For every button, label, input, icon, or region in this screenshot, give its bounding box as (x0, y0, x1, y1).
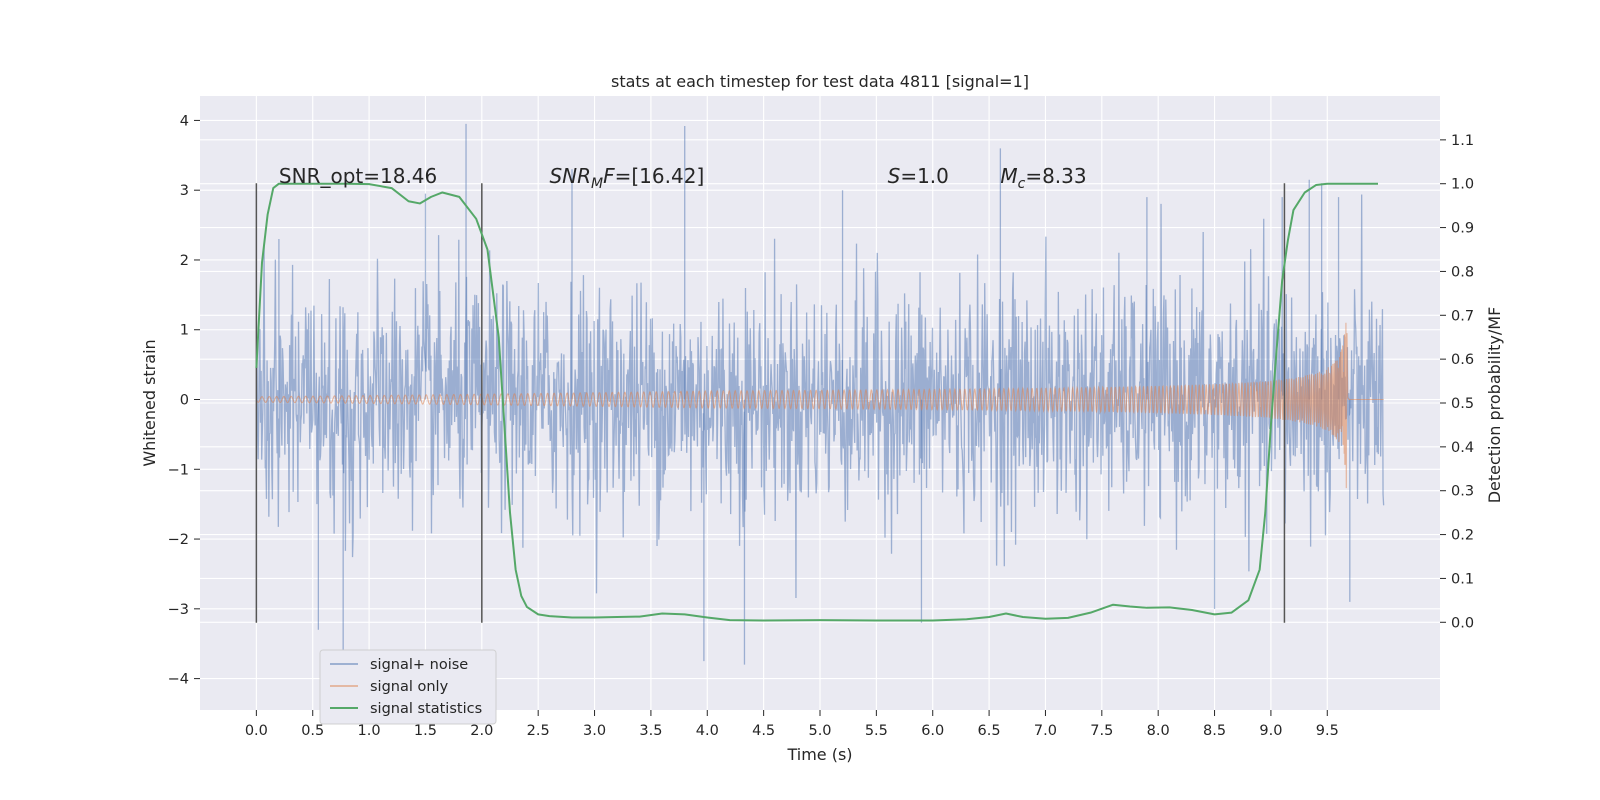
annotations: SNR_opt=18.46 SNRMF=[16.42] S=1.0 Mc=8.33 (279, 164, 1087, 192)
y-right-tick-label-6: 0.6 (1451, 352, 1474, 368)
y-left-tick-label-6: 2 (180, 253, 189, 269)
x-tick-label-5: 2.5 (527, 723, 550, 739)
x-tick-label-1: 0.5 (301, 723, 324, 739)
x-tick-label-16: 8.0 (1147, 723, 1170, 739)
y-left-tick-label-4: 0 (180, 393, 189, 409)
annotation-s-val: S=1.0 (888, 164, 949, 188)
x-tick-label-14: 7.0 (1034, 723, 1057, 739)
x-tick-label-2: 1.0 (358, 723, 381, 739)
y-right-tick-label-4: 0.4 (1451, 440, 1474, 456)
y-left-tick-label-8: 4 (180, 113, 189, 129)
statistics-line (255, 182, 1378, 622)
y-right-tick-label-7: 0.7 (1451, 308, 1474, 324)
legend: signal+ noise signal only signal statist… (319, 649, 497, 725)
x-tick-label-3: 1.5 (414, 723, 437, 739)
annotation-mc-val: Mc=8.33 (1000, 164, 1086, 192)
x-tick-label-18: 9.0 (1259, 723, 1282, 739)
x-tick-label-12: 6.0 (921, 723, 944, 739)
series-signal-statistics (255, 182, 1378, 622)
y-left-tick-label-5: 1 (180, 323, 189, 339)
annotation-snr-mf-part-1: M (591, 176, 603, 192)
annotation-mc-val-part-2: =8.33 (1025, 164, 1086, 188)
x-tick-label-8: 4.0 (696, 723, 719, 739)
x-tick-label-15: 7.5 (1090, 723, 1113, 739)
y-right-tick-label-3: 0.3 (1451, 484, 1474, 500)
y-left-axis-ticks: −4 −3 −2 −1 0 1 2 3 4 (168, 113, 200, 688)
legend-box (319, 649, 497, 725)
annotation-mc-val-part-1: c (1018, 176, 1026, 192)
y-left-tick-label-0: −4 (168, 672, 189, 688)
y-right-tick-label-1: 0.1 (1451, 571, 1474, 587)
annotation-snr-mf: SNRMF=[16.42] (549, 164, 704, 192)
x-tick-label-6: 3.0 (583, 723, 606, 739)
x-tick-label-7: 3.5 (639, 723, 662, 739)
series-signal-only (255, 322, 1384, 489)
y-right-tick-label-8: 0.8 (1451, 264, 1474, 280)
x-tick-label-11: 5.5 (865, 723, 888, 739)
x-tick-label-0: 0.0 (245, 723, 268, 739)
annotation-snr-opt-part-0: SNR_opt=18.46 (279, 164, 437, 188)
x-tick-label-19: 9.5 (1316, 723, 1339, 739)
annotation-s-val-part-0: S (888, 164, 901, 188)
noise-trace (255, 194, 1385, 598)
y-right-tick-label-11: 1.1 (1451, 133, 1474, 149)
annotation-s-val-part-1: =1.0 (900, 164, 949, 188)
y-right-tick-label-9: 0.9 (1451, 221, 1474, 237)
annotation-snr-mf-part-0: SNR (549, 164, 591, 188)
legend-label-noise: signal+ noise (370, 657, 468, 673)
y-right-tick-label-5: 0.5 (1451, 396, 1474, 412)
y-right-axis-ticks: 0.0 0.1 0.2 0.3 0.4 0.5 0.6 0.7 0.8 0.9 1.0 1.1 (1440, 133, 1474, 631)
y-left-axis-label: Whitened strain (140, 339, 159, 466)
x-tick-label-13: 6.5 (978, 723, 1001, 739)
vertical-markers (255, 183, 1286, 623)
chirp-trace (255, 322, 1384, 489)
annotation-snr-mf-part-3: =[16.42] (615, 164, 705, 188)
annotation-snr-mf-part-2: F (603, 164, 615, 188)
x-axis-ticks: 0.0 0.5 1.0 1.5 2.0 2.5 3.0 3.5 4.0 4.5 5.0 5.5 6.0 6… (245, 710, 1339, 739)
y-right-tick-label-0: 0.0 (1451, 615, 1474, 631)
series-signal-noise (255, 123, 1385, 665)
legend-label-signal: signal only (370, 679, 449, 695)
legend-label-statistics: signal statistics (370, 701, 482, 717)
y-left-tick-label-7: 3 (180, 183, 189, 199)
x-tick-label-4: 2.0 (470, 723, 493, 739)
x-tick-label-9: 4.5 (752, 723, 775, 739)
annotation-mc-val-part-0: M (1000, 164, 1017, 188)
chart-title: stats at each timestep for test data 481… (611, 72, 1029, 91)
y-right-axis-label: Detection probability/MF (1485, 307, 1504, 504)
y-right-tick-label-2: 0.2 (1451, 528, 1474, 544)
x-tick-label-17: 8.5 (1203, 723, 1226, 739)
y-left-tick-label-3: −1 (168, 462, 189, 478)
x-tick-label-10: 5.0 (808, 723, 831, 739)
y-right-tick-label-10: 1.0 (1451, 177, 1474, 193)
y-left-tick-label-1: −3 (168, 602, 189, 618)
annotation-snr-opt: SNR_opt=18.46 (279, 164, 437, 188)
y-left-tick-label-2: −2 (168, 532, 189, 548)
x-axis-label: Time (s) (786, 745, 852, 764)
